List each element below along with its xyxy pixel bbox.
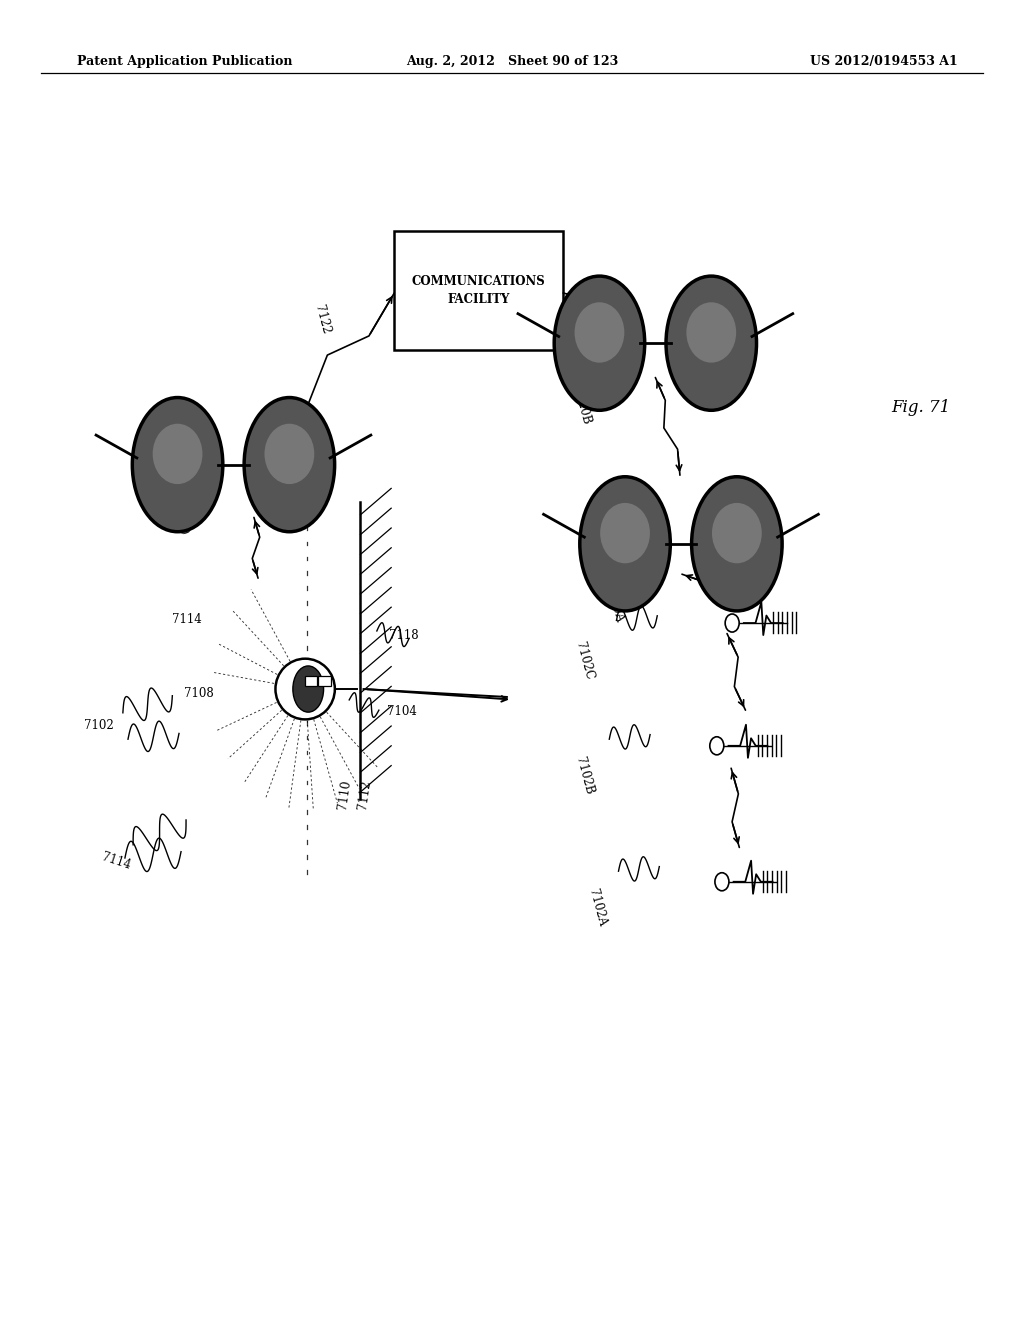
Ellipse shape bbox=[691, 477, 782, 611]
Text: Patent Application Publication: Patent Application Publication bbox=[77, 55, 292, 69]
Ellipse shape bbox=[264, 424, 314, 484]
Circle shape bbox=[715, 873, 729, 891]
Text: 7114: 7114 bbox=[172, 612, 202, 626]
Ellipse shape bbox=[275, 659, 335, 719]
Ellipse shape bbox=[153, 424, 203, 484]
Ellipse shape bbox=[600, 503, 650, 564]
Ellipse shape bbox=[554, 276, 645, 411]
Bar bbox=[318, 676, 331, 686]
Text: 7122: 7122 bbox=[312, 304, 333, 335]
Circle shape bbox=[725, 614, 739, 632]
Text: Aug. 2, 2012   Sheet 90 of 123: Aug. 2, 2012 Sheet 90 of 123 bbox=[406, 55, 618, 69]
Text: US 2012/0194553 A1: US 2012/0194553 A1 bbox=[810, 55, 957, 69]
Ellipse shape bbox=[132, 397, 223, 532]
Text: 7102B: 7102B bbox=[573, 755, 596, 796]
Ellipse shape bbox=[686, 302, 736, 363]
Text: 7104: 7104 bbox=[387, 705, 417, 718]
Text: 7114: 7114 bbox=[100, 850, 133, 871]
Text: 7112: 7112 bbox=[356, 780, 374, 810]
Ellipse shape bbox=[580, 477, 671, 611]
Text: Fig. 71: Fig. 71 bbox=[891, 399, 950, 416]
Text: 7102: 7102 bbox=[84, 718, 114, 731]
Circle shape bbox=[710, 737, 724, 755]
Text: 7102A: 7102A bbox=[586, 887, 608, 928]
Text: COMMUNICATIONS
FACILITY: COMMUNICATIONS FACILITY bbox=[412, 275, 546, 306]
Ellipse shape bbox=[244, 397, 335, 532]
Text: 7108: 7108 bbox=[184, 686, 214, 700]
Bar bbox=[305, 676, 317, 686]
Text: 7120: 7120 bbox=[169, 504, 189, 536]
FancyBboxPatch shape bbox=[394, 231, 563, 350]
Text: 7120A: 7120A bbox=[603, 583, 626, 624]
Text: 7118: 7118 bbox=[389, 628, 419, 642]
Text: 7102C: 7102C bbox=[573, 640, 596, 681]
Text: 7110: 7110 bbox=[336, 780, 353, 810]
Ellipse shape bbox=[712, 503, 762, 564]
Text: 7120B: 7120B bbox=[570, 385, 593, 426]
Ellipse shape bbox=[666, 276, 757, 411]
Ellipse shape bbox=[293, 667, 324, 713]
Ellipse shape bbox=[574, 302, 625, 363]
